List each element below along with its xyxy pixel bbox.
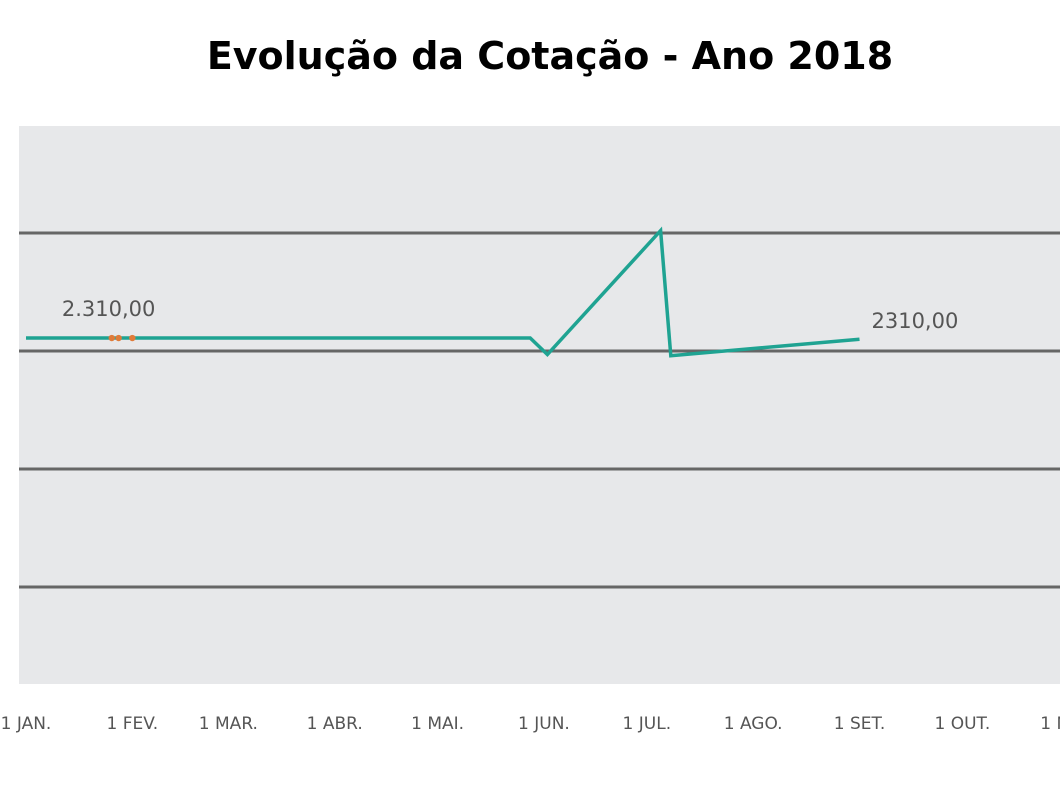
plot-area — [19, 126, 1060, 684]
x-tick-label: 1 AGO. — [724, 714, 783, 734]
x-tick-label: 1 MAR. — [199, 714, 258, 734]
x-tick-label: 1 JUL. — [623, 714, 672, 734]
x-axis: 1 JAN. 1 FEV. 1 MAR. 1 ABR. 1 MAI. 1 JUN. 1 JU… — [1, 714, 1060, 734]
x-tick-label: 1 MAI. — [411, 714, 464, 734]
x-tick-label: 1 SET. — [834, 714, 886, 734]
chart-title: Evolução da Cotação - Ano 2018 — [206, 34, 894, 78]
x-tick-label: 1 NOV. — [1040, 714, 1060, 734]
series-line — [26, 226, 860, 358]
x-tick-label: 1 JAN. — [1, 714, 52, 734]
data-point — [115, 334, 122, 342]
data-label-group: 2.310,00 2310,00 — [62, 297, 958, 333]
x-tick-label: 1 ABR. — [307, 714, 363, 734]
data-label: 2.310,00 — [62, 297, 156, 321]
marker-group — [108, 334, 136, 342]
x-tick-label: 1 JUN. — [518, 714, 570, 734]
series-line-path — [26, 226, 860, 358]
x-tick-label: 1 FEV. — [107, 714, 159, 734]
data-point — [129, 334, 136, 342]
data-point — [108, 334, 115, 342]
x-tick-label: 1 OUT. — [934, 714, 990, 734]
data-label: 2310,00 — [871, 309, 958, 333]
